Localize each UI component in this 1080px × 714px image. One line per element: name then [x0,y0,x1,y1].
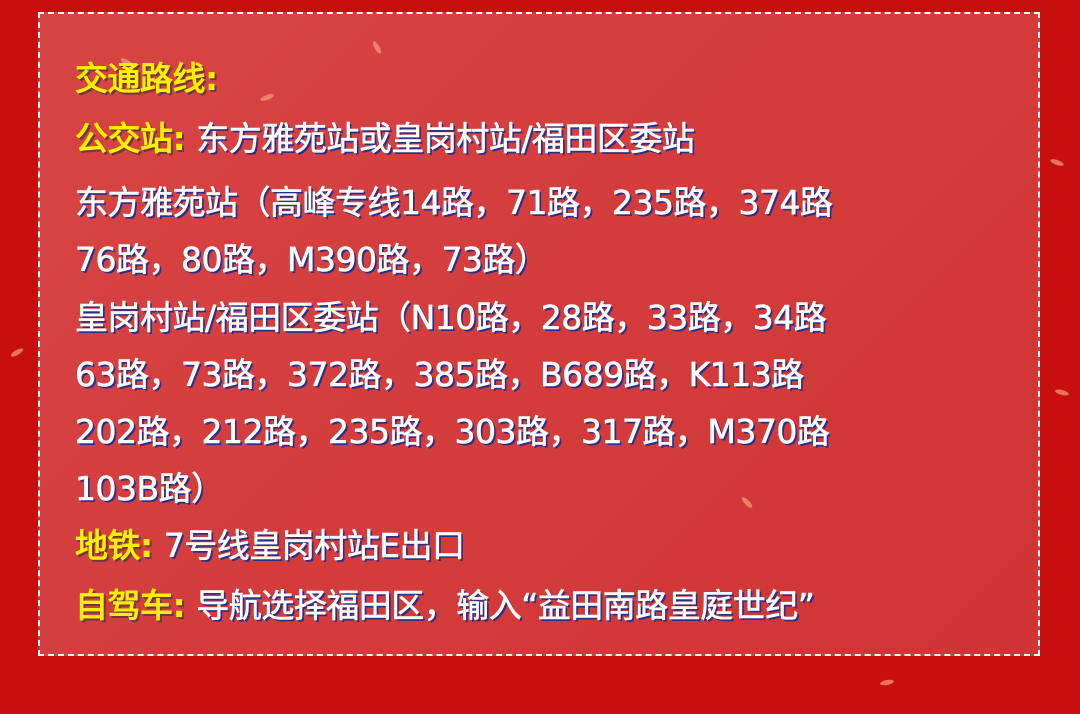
bus-line: 东方雅苑站（高峰专线14路，71路，235路，374路 [75,183,834,223]
bus-value: 东方雅苑站或皇岗村站/福田区委站 [196,119,695,159]
bus-line: 202路，212路，235路，303路，317路，M370路 [75,412,831,452]
bus-line: 103B路） [75,469,225,509]
drive-value: 导航选择福田区，输入“益田南路皇庭世纪” [196,586,815,626]
bus-row: 公交站: 东方雅苑站或皇岗村站/福田区委站 [75,112,695,160]
metro-row: 地铁: 7号线皇岗村站E出口 [75,519,465,567]
petal-decoration [1049,157,1065,168]
drive-label: 自驾车: [75,586,186,625]
petal-decoration [9,346,25,359]
bus-line: 皇岗村站/福田区委站（N10路，28路，33路，34路 [75,298,827,338]
bus-line: 76路，80路，M390路，73路） [75,240,549,280]
bus-line: 63路，73路，372路，385路，B689路，K113路 [75,355,805,395]
petal-decoration [1054,388,1070,397]
bus-label: 公交站: [75,119,186,158]
metro-label: 地铁: [75,526,153,565]
heading: 交通路线: [75,59,218,98]
petal-decoration [879,678,895,687]
metro-value: 7号线皇岗村站E出口 [163,526,465,566]
info-panel [38,12,1040,656]
drive-row: 自驾车: 导航选择福田区，输入“益田南路皇庭世纪” [75,579,815,627]
